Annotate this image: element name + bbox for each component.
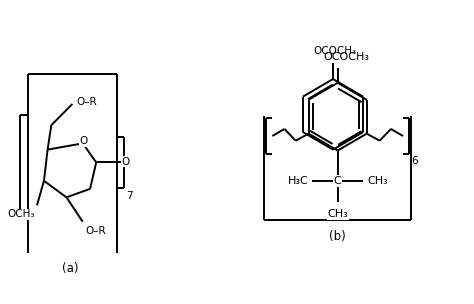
Text: O–R: O–R	[76, 97, 97, 107]
Text: OCH₃: OCH₃	[7, 209, 35, 219]
Text: C: C	[334, 176, 342, 186]
Text: CH₃: CH₃	[327, 209, 348, 219]
Text: O: O	[121, 157, 129, 167]
Text: H₃C: H₃C	[288, 176, 309, 186]
Text: 6: 6	[411, 156, 418, 166]
Text: 7: 7	[127, 191, 133, 201]
Text: (b): (b)	[329, 230, 346, 243]
Text: CH₃: CH₃	[367, 176, 388, 186]
Text: OCOCH₃: OCOCH₃	[323, 52, 369, 62]
Text: (a): (a)	[62, 262, 78, 275]
Text: O–R: O–R	[85, 226, 106, 236]
Text: O: O	[80, 136, 88, 146]
Text: OCOCH₃: OCOCH₃	[314, 46, 357, 56]
